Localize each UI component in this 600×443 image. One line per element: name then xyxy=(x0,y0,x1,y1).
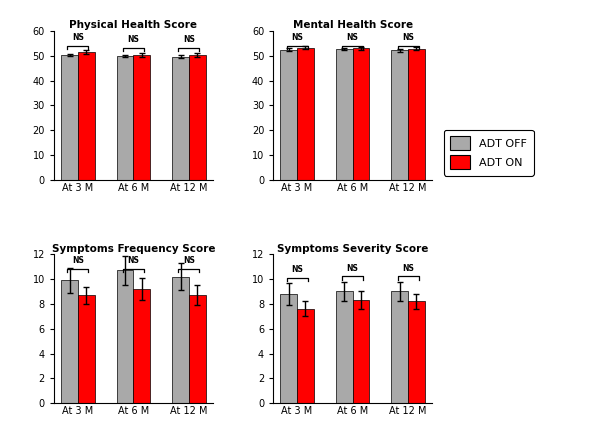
Bar xyxy=(61,280,78,403)
Text: NS: NS xyxy=(347,264,359,272)
Text: NS: NS xyxy=(291,33,303,42)
Bar xyxy=(408,301,425,403)
Bar xyxy=(133,55,150,180)
Title: Symptoms Severity Score: Symptoms Severity Score xyxy=(277,244,428,253)
Bar xyxy=(117,56,133,180)
Text: NS: NS xyxy=(72,33,84,42)
Bar xyxy=(280,294,297,403)
Bar xyxy=(297,48,314,180)
Text: NS: NS xyxy=(127,256,139,265)
Text: NS: NS xyxy=(291,265,303,274)
Bar xyxy=(391,51,408,180)
Title: Physical Health Score: Physical Health Score xyxy=(70,20,197,30)
Bar xyxy=(336,291,353,403)
Bar xyxy=(61,55,78,180)
Title: Mental Health Score: Mental Health Score xyxy=(293,20,413,30)
Text: NS: NS xyxy=(127,35,139,44)
Text: NS: NS xyxy=(183,256,195,265)
Text: NS: NS xyxy=(183,35,195,44)
Bar xyxy=(78,295,95,403)
Bar xyxy=(172,57,189,180)
Bar xyxy=(391,291,408,403)
Bar xyxy=(336,49,353,180)
Text: NS: NS xyxy=(347,33,359,42)
Text: NS: NS xyxy=(402,33,414,42)
Bar xyxy=(408,49,425,180)
Text: NS: NS xyxy=(72,256,84,265)
Bar xyxy=(353,300,369,403)
Bar xyxy=(280,50,297,180)
Bar xyxy=(172,276,189,403)
Bar xyxy=(117,270,133,403)
Bar xyxy=(189,55,206,180)
Text: NS: NS xyxy=(402,264,414,272)
Bar xyxy=(189,295,206,403)
Legend: ADT OFF, ADT ON: ADT OFF, ADT ON xyxy=(443,130,533,175)
Bar xyxy=(297,309,314,403)
Bar xyxy=(133,289,150,403)
Bar xyxy=(78,52,95,180)
Title: Symptoms Frequency Score: Symptoms Frequency Score xyxy=(52,244,215,253)
Bar xyxy=(353,48,369,180)
